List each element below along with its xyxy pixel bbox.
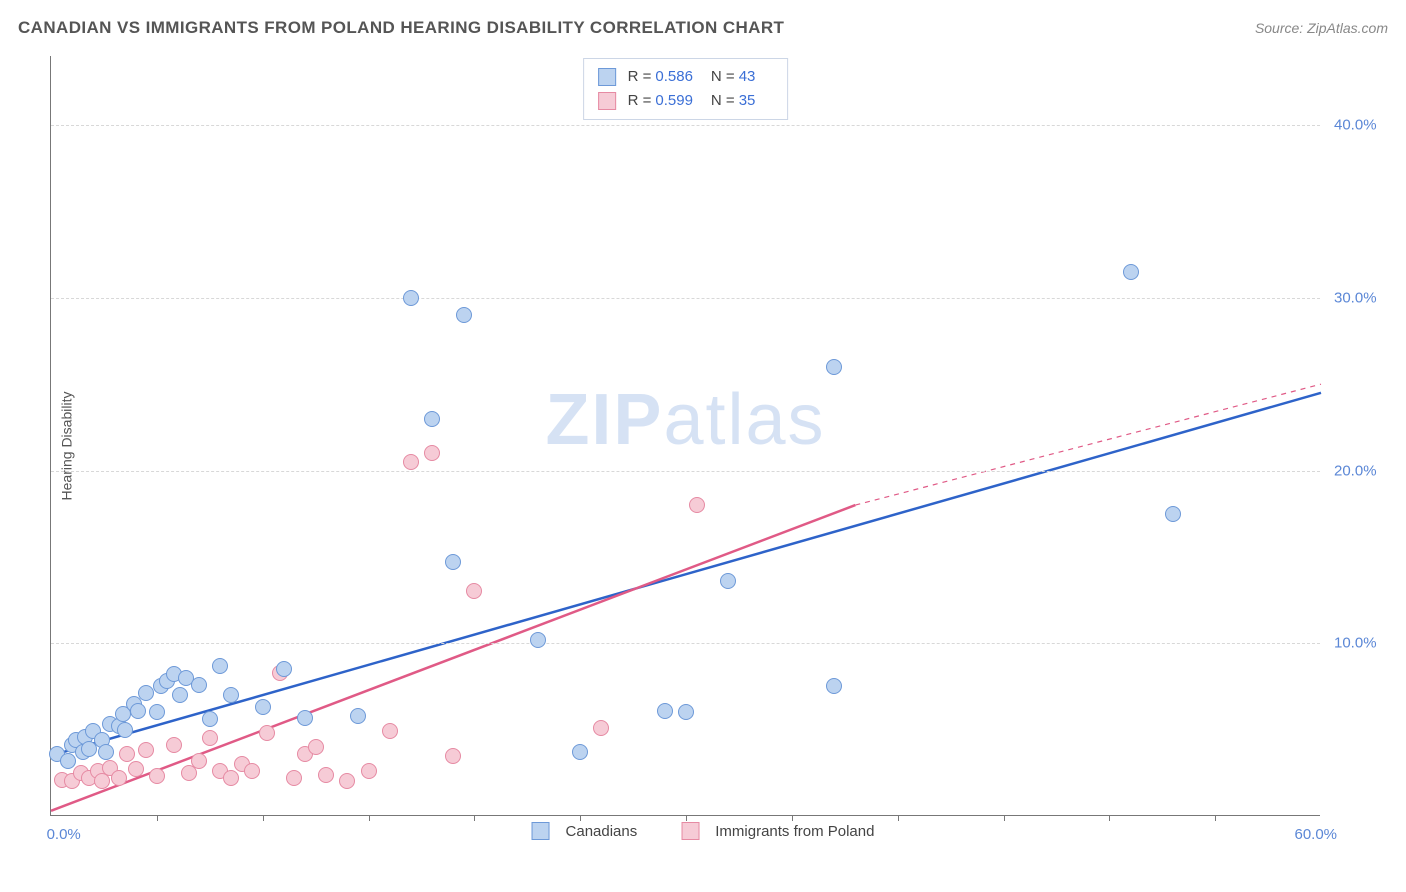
trend-line-blue — [51, 393, 1321, 756]
data-point-pink — [223, 770, 239, 786]
swatch-pink — [681, 822, 699, 840]
data-point-blue — [445, 554, 461, 570]
data-point-blue — [276, 661, 292, 677]
y-tick-label: 30.0% — [1334, 289, 1394, 306]
chart-title: CANADIAN VS IMMIGRANTS FROM POLAND HEARI… — [18, 18, 784, 38]
data-point-blue — [1123, 264, 1139, 280]
swatch-pink — [598, 92, 616, 110]
data-point-blue — [130, 703, 146, 719]
data-point-pink — [202, 730, 218, 746]
legend-stats: R =0.586N =43 R =0.599N =35 — [583, 58, 789, 120]
data-point-pink — [191, 753, 207, 769]
data-point-blue — [657, 703, 673, 719]
legend-label: Immigrants from Poland — [715, 823, 874, 840]
data-point-pink — [111, 770, 127, 786]
data-point-pink — [244, 763, 260, 779]
x-tick-mark — [898, 815, 899, 821]
data-point-blue — [172, 687, 188, 703]
data-point-blue — [117, 722, 133, 738]
source-label: Source: ZipAtlas.com — [1255, 20, 1388, 36]
x-tick-mark — [157, 815, 158, 821]
data-point-pink — [361, 763, 377, 779]
data-point-blue — [826, 359, 842, 375]
trend-line-pink-dashed — [855, 384, 1321, 505]
data-point-pink — [128, 761, 144, 777]
data-point-blue — [678, 704, 694, 720]
swatch-blue — [598, 68, 616, 86]
y-tick-label: 40.0% — [1334, 117, 1394, 134]
data-point-blue — [223, 687, 239, 703]
data-point-blue — [98, 744, 114, 760]
x-tick-mark — [1004, 815, 1005, 821]
data-point-blue — [456, 307, 472, 323]
data-point-blue — [572, 744, 588, 760]
data-point-pink — [94, 773, 110, 789]
x-tick-mark — [792, 815, 793, 821]
x-tick-mark — [580, 815, 581, 821]
data-point-blue — [149, 704, 165, 720]
trend-line-pink — [51, 505, 855, 811]
data-point-blue — [350, 708, 366, 724]
data-point-pink — [593, 720, 609, 736]
data-point-pink — [424, 445, 440, 461]
y-tick-label: 20.0% — [1334, 462, 1394, 479]
data-point-blue — [212, 658, 228, 674]
data-point-blue — [1165, 506, 1181, 522]
data-point-pink — [318, 767, 334, 783]
data-point-pink — [119, 746, 135, 762]
data-point-blue — [297, 710, 313, 726]
data-point-blue — [255, 699, 271, 715]
x-tick-mark — [263, 815, 264, 821]
trend-lines-layer — [51, 56, 1320, 815]
x-tick-mark — [686, 815, 687, 821]
x-tick-label: 60.0% — [1294, 826, 1337, 843]
data-point-pink — [382, 723, 398, 739]
gridline — [51, 471, 1320, 472]
x-tick-mark — [1215, 815, 1216, 821]
data-point-blue — [530, 632, 546, 648]
data-point-pink — [339, 773, 355, 789]
legend-stats-row: R =0.586N =43 — [598, 65, 774, 89]
gridline — [51, 643, 1320, 644]
data-point-pink — [308, 739, 324, 755]
data-point-pink — [259, 725, 275, 741]
legend-series: Canadians Immigrants from Poland — [532, 822, 875, 840]
x-tick-label: 0.0% — [47, 826, 81, 843]
data-point-blue — [826, 678, 842, 694]
plot-area: ZIPatlas R =0.586N =43 R =0.599N =35 — [50, 56, 1320, 816]
data-point-blue — [424, 411, 440, 427]
data-point-pink — [286, 770, 302, 786]
legend-label: Canadians — [566, 823, 638, 840]
data-point-pink — [403, 454, 419, 470]
x-tick-mark — [369, 815, 370, 821]
data-point-pink — [689, 497, 705, 513]
x-tick-mark — [1109, 815, 1110, 821]
legend-stats-row: R =0.599N =35 — [598, 89, 774, 113]
data-point-pink — [466, 583, 482, 599]
data-point-pink — [138, 742, 154, 758]
y-tick-label: 10.0% — [1334, 635, 1394, 652]
gridline — [51, 298, 1320, 299]
data-point-pink — [166, 737, 182, 753]
data-point-blue — [60, 753, 76, 769]
swatch-blue — [532, 822, 550, 840]
x-tick-mark — [474, 815, 475, 821]
data-point-pink — [149, 768, 165, 784]
data-point-blue — [191, 677, 207, 693]
data-point-blue — [720, 573, 736, 589]
gridline — [51, 125, 1320, 126]
data-point-blue — [138, 685, 154, 701]
data-point-pink — [445, 748, 461, 764]
data-point-blue — [403, 290, 419, 306]
data-point-blue — [202, 711, 218, 727]
